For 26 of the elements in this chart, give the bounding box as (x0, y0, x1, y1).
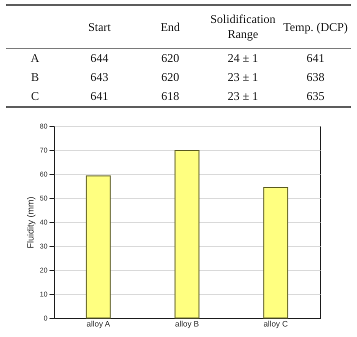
text: 644 (90, 51, 108, 65)
text: 23 ± 1 (228, 70, 258, 84)
bar (86, 175, 111, 318)
category-label: C (30, 89, 39, 103)
text: 635 (306, 89, 325, 103)
category-label: B (30, 70, 39, 84)
text: 641 (90, 89, 108, 103)
text: 641 (306, 51, 325, 65)
text: 620 (161, 51, 180, 65)
text: 618 (161, 89, 180, 103)
text: 643 (90, 70, 108, 84)
x-tick-label: alloy A (86, 320, 111, 328)
y-axis-title: Fluidity (mm) (26, 196, 36, 248)
bar (263, 186, 288, 318)
x-tick-label: alloy B (174, 320, 200, 328)
text: 23 ± 1 (228, 89, 258, 103)
category-label: A (30, 51, 40, 65)
category-label: Solidification Range (209, 11, 277, 43)
text: 620 (161, 70, 180, 84)
text: 638 (306, 70, 325, 84)
x-tick-label: alloy C (263, 320, 288, 328)
text: 24 ± 1 (228, 51, 258, 65)
category-label: End (160, 18, 181, 36)
category-label: Start (87, 18, 112, 36)
bar (174, 150, 200, 318)
category-label: Temp. (DCP) (282, 18, 349, 36)
